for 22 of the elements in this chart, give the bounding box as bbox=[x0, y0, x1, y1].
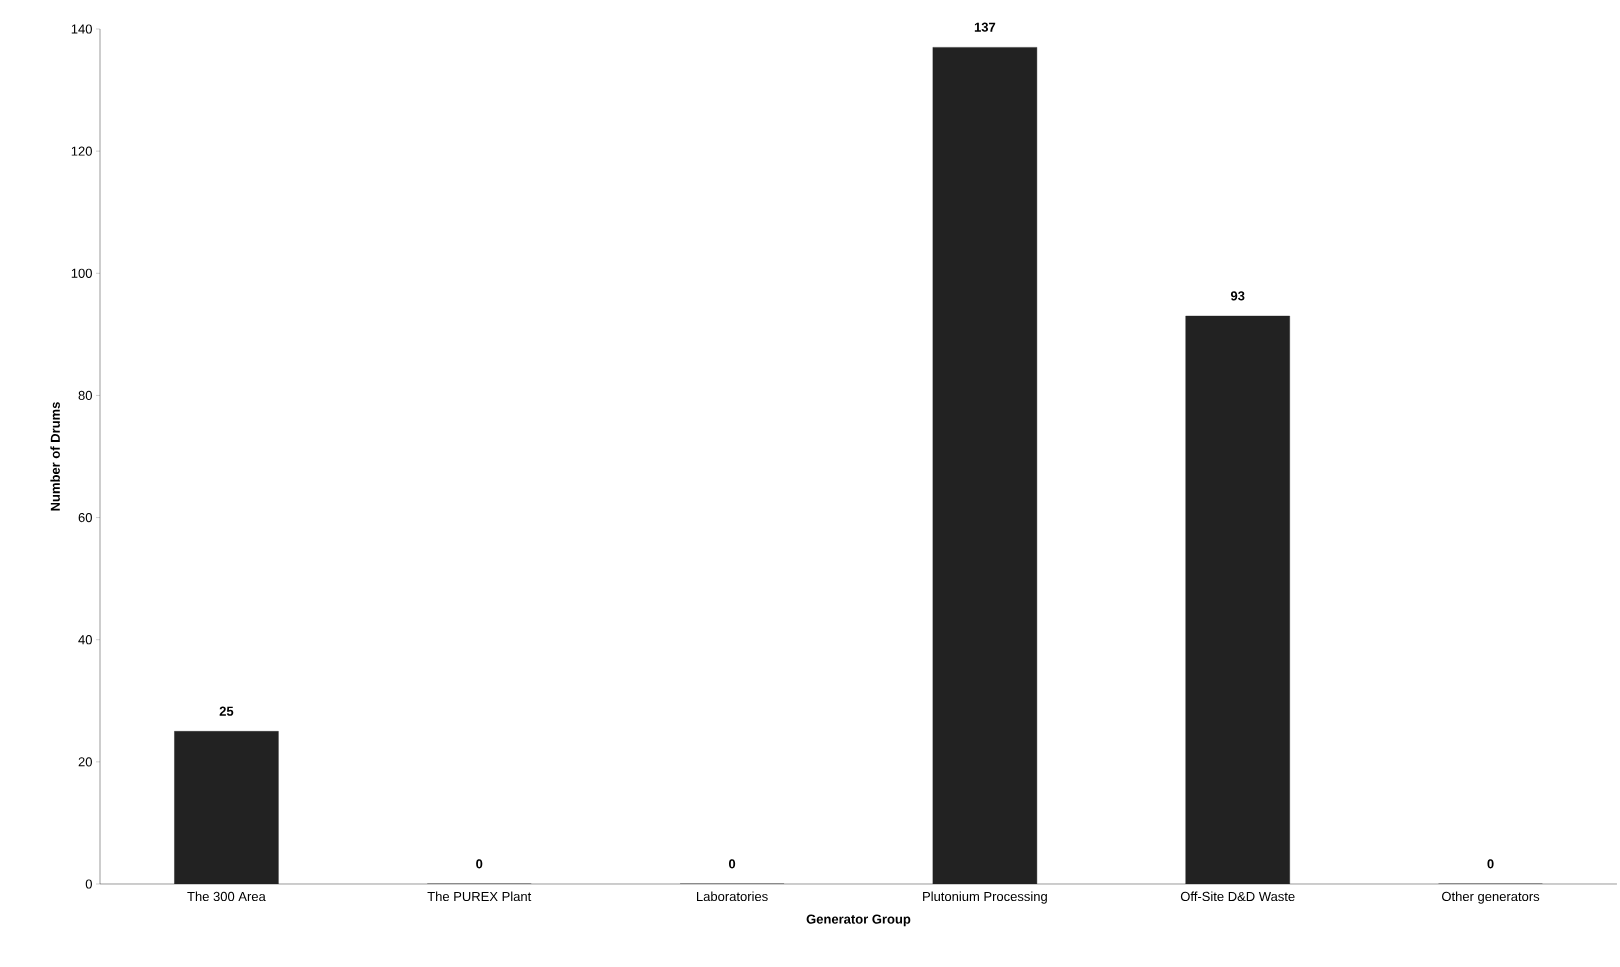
data-label: 25 bbox=[219, 706, 234, 716]
data-label: 0 bbox=[476, 859, 483, 869]
y-tick-label: 60 bbox=[78, 512, 92, 523]
y-tick-label: 0 bbox=[85, 879, 92, 889]
y-tick-label: 80 bbox=[78, 390, 92, 401]
data-label: 0 bbox=[1487, 859, 1494, 869]
x-tick-label: Off-Site D&D Waste bbox=[1180, 891, 1295, 902]
y-tick-label: 20 bbox=[78, 757, 92, 767]
y-tick-label: 40 bbox=[78, 635, 92, 645]
data-label: 137 bbox=[974, 22, 996, 32]
x-tick-label: The 300 Area bbox=[187, 891, 266, 902]
y-tick-label: 140 bbox=[71, 24, 92, 34]
y-tick-label: 120 bbox=[71, 146, 92, 156]
data-label: 0 bbox=[728, 859, 736, 869]
x-tick-label: The PUREX Plant bbox=[427, 891, 532, 902]
x-tick-label: Other generators bbox=[1442, 891, 1540, 904]
x-tick-label: Laboratories bbox=[697, 891, 768, 902]
data-label: 93 bbox=[1230, 291, 1245, 301]
x-tick-label: Plutonium Processing bbox=[923, 891, 1047, 904]
y-tick-label: 100 bbox=[71, 268, 92, 278]
y-axis-title: Number of Drums bbox=[50, 402, 60, 511]
x-axis-title: Generator Group bbox=[806, 914, 911, 927]
